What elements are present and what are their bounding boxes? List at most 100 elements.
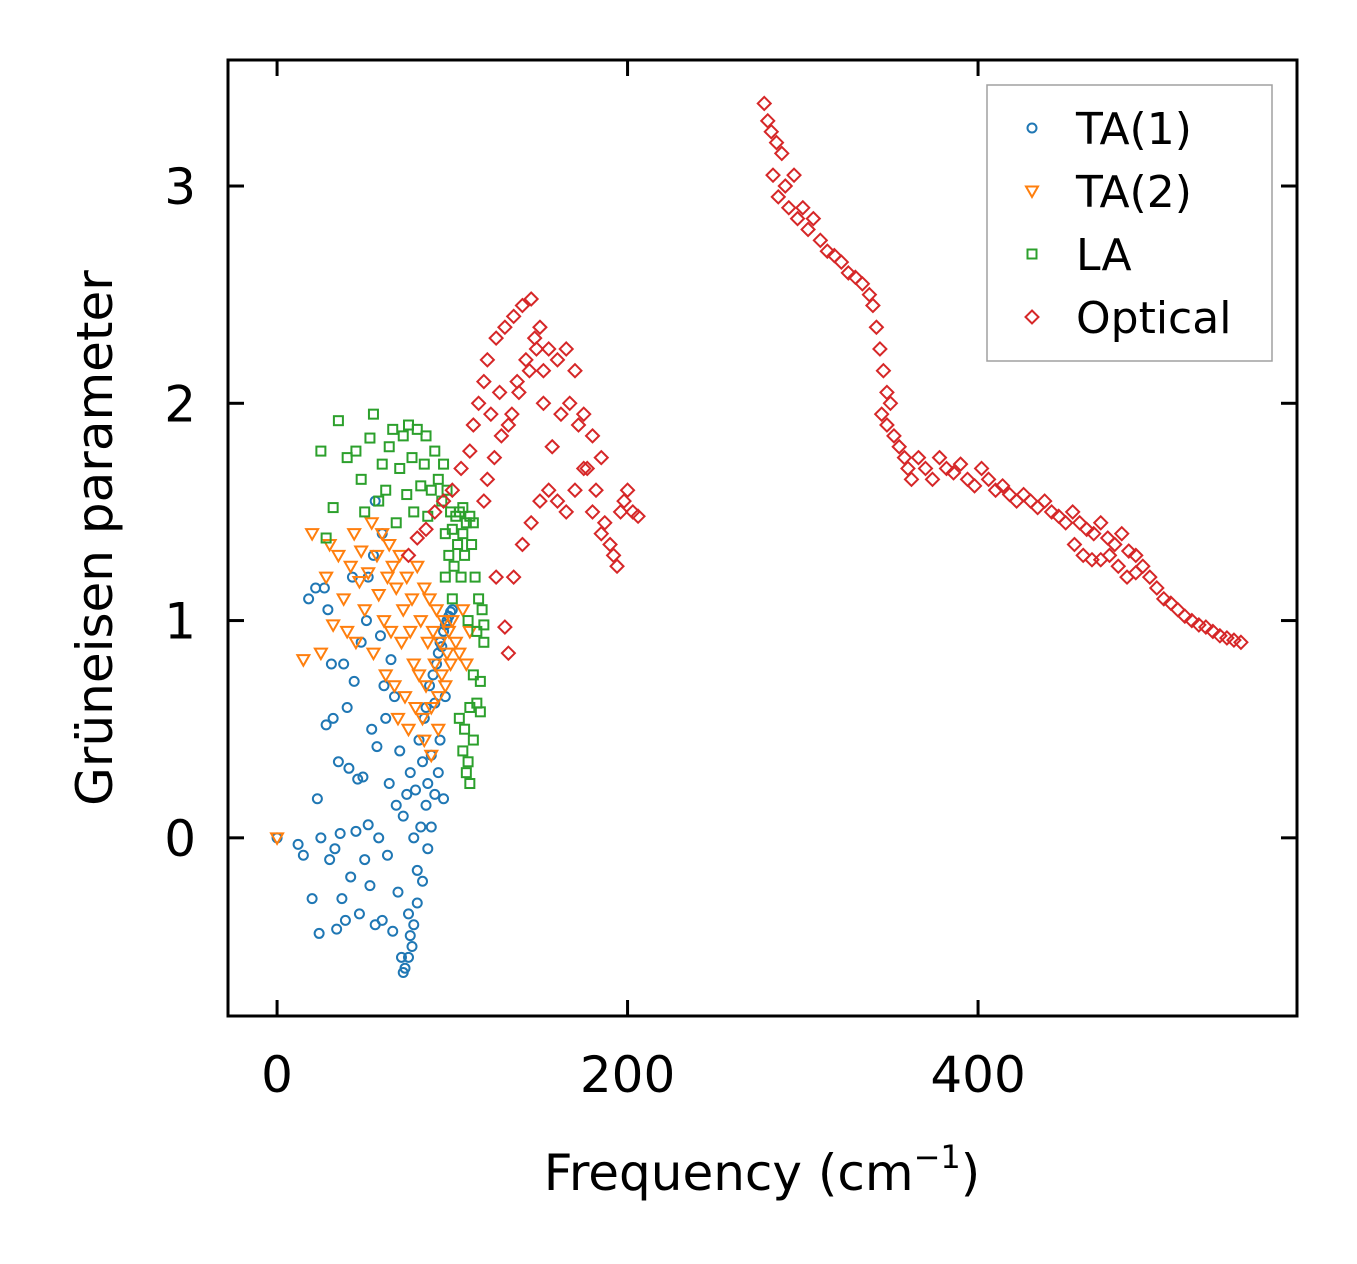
ta-1-point [353,908,365,920]
optical-point [1092,514,1109,531]
la-point [390,517,402,529]
ta-1-point [403,951,415,963]
ta-2-point [420,636,436,651]
optical-point [535,362,552,379]
ta-2-point [386,680,403,694]
la-point [467,669,479,681]
la-point [376,458,388,470]
optical-point [1110,558,1127,575]
legend-label-optical: Optical [1076,293,1231,344]
optical-point [872,341,888,357]
optical-point [505,308,522,325]
ta-2-point [313,647,329,662]
optical-point [549,351,566,368]
optical-point [1204,623,1221,640]
optical-point [540,482,557,499]
ta-1-point [350,825,362,837]
ta-1-point [411,897,423,909]
ta-1-point [420,799,432,811]
la-point [476,604,488,616]
optical-point [973,460,990,477]
ta-1-point [338,658,350,670]
optical-point [549,493,566,509]
optical-point [1057,514,1074,531]
ta-2-point [325,619,341,633]
optical-point [426,504,443,520]
y-axis-label: Grüneisen parameter [66,270,124,806]
la-point [448,560,460,572]
optical-point [491,384,508,401]
ta-2-point [402,625,418,640]
ta-2-point [404,593,420,607]
ta-1-point [397,810,409,822]
optical-point [523,291,540,307]
optical-point [544,438,561,455]
optical-point [465,417,482,433]
optical-point [786,167,802,184]
optical-point [496,619,513,635]
legend-markers [1024,122,1040,325]
optical-point [535,395,552,412]
ta-2-point [397,691,413,705]
ta-1-point [403,908,415,920]
ta-2-point [385,560,401,575]
ta-1-point [401,788,413,800]
ta-1-point [292,838,304,850]
optical-point [873,406,890,423]
optical-point [400,547,417,564]
ta-1-point [336,893,348,905]
optical-point [875,362,892,379]
ticks-layer: 0 200 400 0 1 2 3 [164,60,1297,1104]
y-tick-label: 1 [164,593,196,651]
ta-1-point [364,880,376,892]
optical-point [609,558,625,575]
optical-point [584,427,601,444]
optical-point [479,471,496,488]
ta-1-point [371,741,383,753]
optical-point [854,275,871,292]
optical-point [486,449,503,466]
optical-point [1043,504,1060,520]
la-point [459,549,471,561]
ta-1-point [438,793,450,805]
ta-2-point [418,680,434,694]
optical-point [479,351,496,368]
legend-marker-la [1026,248,1038,260]
ta-2-point [423,749,440,764]
ta-1-point [374,630,386,642]
optical-point [409,530,426,546]
optical-point [952,456,969,473]
optical-point [1127,547,1144,564]
la-point [471,625,483,637]
ta-2-point [353,545,369,560]
ta-1-point [306,893,318,905]
optical-point [794,199,811,216]
optical-point [819,243,836,260]
la-point [327,502,339,514]
la-point [467,734,479,746]
x-tick-label: 200 [580,1046,675,1104]
optical-point [561,395,578,412]
ta-2-point [356,604,373,618]
la-point [464,778,476,790]
legend-label-ta1: TA(1) [1075,104,1192,155]
la-point [401,489,413,501]
optical-point [924,471,941,488]
la-point [460,767,472,779]
ta-1-point [404,767,416,779]
la-point [320,532,332,544]
ta-1-point [380,712,392,724]
la-point [452,539,464,551]
ta-1-point [425,821,437,833]
ta-1-point [329,843,341,855]
la-point [457,502,469,514]
optical-point [619,482,636,499]
ta-1-point [311,793,323,805]
optical-point [612,504,629,520]
optical-point [840,265,857,281]
la-point [383,441,395,453]
optical-point [528,341,545,357]
la-point [466,539,478,551]
ta-1-point [385,654,397,666]
legend-marker-ta-2 [1024,185,1040,200]
